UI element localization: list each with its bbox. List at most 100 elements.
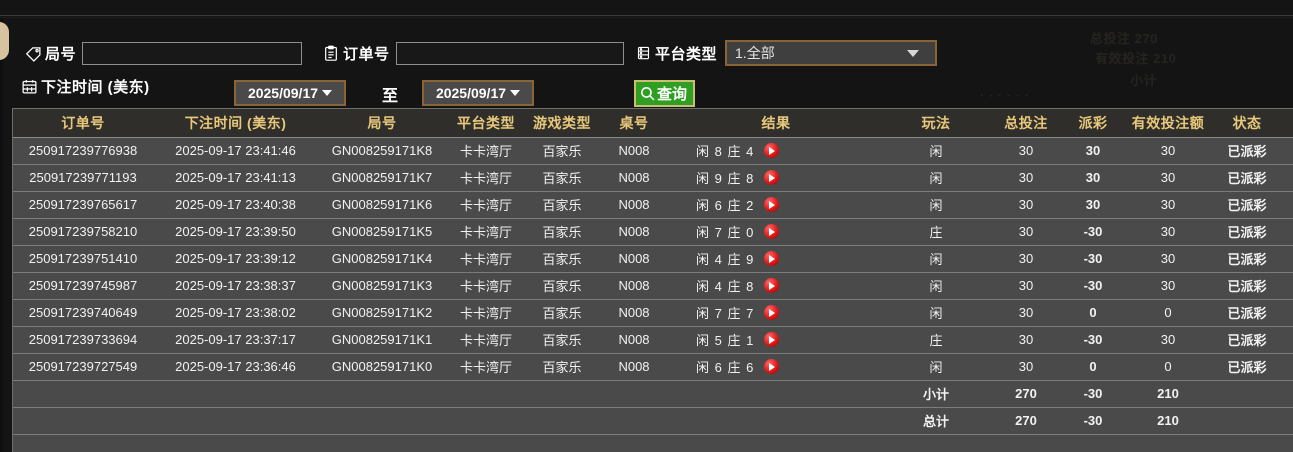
cell-round-no: GN008259171K4 <box>318 245 446 273</box>
query-button[interactable]: 查询 <box>634 80 696 107</box>
subtotal-row: 小计 270 -30 210 <box>13 380 1293 408</box>
cell-platform-type: 卡卡湾厅 <box>446 353 526 381</box>
cell-game-mode: - <box>1282 353 1293 381</box>
table-row[interactable]: 250917239745987 2025-09-17 23:38:37 GN0082… <box>13 272 1293 300</box>
cell-platform-type: 卡卡湾厅 <box>446 245 526 273</box>
subtotal-row-label: 小计 <box>882 380 990 408</box>
cell-game-mode: - <box>1282 164 1293 192</box>
cell-valid-bet: 30 <box>1124 245 1212 273</box>
cell-platform-type: 卡卡湾厅 <box>446 299 526 327</box>
col-valid-bet[interactable]: 有效投注额 <box>1124 109 1212 138</box>
cell-round-no: GN008259171K2 <box>318 299 446 327</box>
col-order-no[interactable]: 订单号 <box>13 109 153 138</box>
grandtotal-row-valid-bet: 210 <box>1124 407 1212 435</box>
col-bet-time[interactable]: 下注时间 (美东) <box>153 109 318 138</box>
platform-type-select[interactable]: 1.全部 <box>725 40 938 66</box>
cell-platform-type: 卡卡湾厅 <box>446 137 526 165</box>
cell-payout: 30 <box>1062 164 1124 192</box>
cell-payout: -30 <box>1062 245 1124 273</box>
cell-platform-type: 卡卡湾厅 <box>446 218 526 246</box>
cell-round-no: GN008259171K8 <box>318 137 446 165</box>
table-row[interactable]: 250917239765617 2025-09-17 23:40:38 GN0082… <box>13 191 1293 219</box>
play-replay-icon[interactable] <box>764 251 780 266</box>
cell-result: 闲 7 庄 7 <box>670 299 882 327</box>
table-header: 订单号 下注时间 (美东) 局号 平台类型 游戏类型 桌号 结果 玩法 总投注 … <box>13 109 1293 138</box>
clipboard-icon <box>322 45 340 63</box>
col-game-mode[interactable]: 游戏模 <box>1282 109 1293 138</box>
play-replay-icon[interactable] <box>764 224 780 239</box>
play-replay-icon[interactable] <box>764 197 780 212</box>
cell-play: 闲 <box>882 245 990 273</box>
cell-platform-type: 卡卡湾厅 <box>446 326 526 354</box>
table-row[interactable]: 250917239751410 2025-09-17 23:39:12 GN0082… <box>13 245 1293 273</box>
play-replay-icon[interactable] <box>764 278 780 293</box>
cell-round-no: GN008259171K3 <box>318 272 446 300</box>
bet-time-from-value: 2025/09/17 <box>247 85 319 101</box>
cell-payout: 30 <box>1062 137 1124 165</box>
cell-order-no: 250917239751410 <box>13 245 153 273</box>
cell-bet-time: 2025-09-17 23:36:46 <box>153 353 318 381</box>
cell-game-type: 百家乐 <box>526 218 598 246</box>
chevron-down-icon <box>322 90 333 96</box>
round-no-input[interactable] <box>82 42 303 65</box>
table-row[interactable]: 250917239733694 2025-09-17 23:37:17 GN0082… <box>13 326 1293 354</box>
table-row[interactable]: 250917239771193 2025-09-17 23:41:13 GN0082… <box>13 164 1293 192</box>
col-status[interactable]: 状态 <box>1212 109 1282 138</box>
cell-table-no: N008 <box>598 326 670 354</box>
filter-bet-time: 下注时间 (美东) <box>20 76 150 97</box>
bet-time-to-picker[interactable]: 2025/09/17 <box>422 80 534 106</box>
col-table-no[interactable]: 桌号 <box>598 109 670 138</box>
cell-game-type: 百家乐 <box>526 353 598 381</box>
sidebar-toggle-nub[interactable] <box>0 22 9 60</box>
status-badge: 已派彩 <box>1212 245 1282 273</box>
cell-total-bet: 30 <box>990 272 1062 300</box>
filter-platform-type: 平台类型 1.全部 <box>634 40 938 66</box>
play-replay-icon[interactable] <box>764 305 780 320</box>
col-payout[interactable]: 派彩 <box>1062 109 1124 138</box>
table-row[interactable]: 250917239776938 2025-09-17 23:41:46 GN0082… <box>13 137 1293 165</box>
play-replay-icon[interactable] <box>764 332 780 347</box>
col-play[interactable]: 玩法 <box>882 109 990 138</box>
list-icon <box>634 44 652 62</box>
col-game-type[interactable]: 游戏类型 <box>526 109 598 138</box>
col-total-bet[interactable]: 总投注 <box>990 109 1062 138</box>
grandtotal-row-label: 总计 <box>882 407 990 435</box>
cell-bet-time: 2025-09-17 23:40:38 <box>153 191 318 219</box>
result-text: 闲 8 庄 4 <box>696 144 755 159</box>
play-replay-icon[interactable] <box>764 359 780 374</box>
cell-game-mode: - <box>1282 191 1293 219</box>
search-icon <box>639 85 656 102</box>
cell-result: 闲 9 庄 8 <box>670 164 882 192</box>
col-result[interactable]: 结果 <box>670 109 882 138</box>
cell-game-mode: - <box>1282 326 1293 354</box>
table-header-row: 订单号 下注时间 (美东) 局号 平台类型 游戏类型 桌号 结果 玩法 总投注 … <box>13 109 1293 138</box>
status-badge: 已派彩 <box>1212 272 1282 300</box>
table-row[interactable]: 250917239727549 2025-09-17 23:36:46 GN0082… <box>13 353 1293 381</box>
bet-time-from-picker[interactable]: 2025/09/17 <box>234 80 346 106</box>
status-badge: 已派彩 <box>1212 137 1282 165</box>
cell-game-mode: - <box>1282 218 1293 246</box>
cell-valid-bet: 30 <box>1124 272 1212 300</box>
order-no-input[interactable] <box>395 42 624 65</box>
status-badge: 已派彩 <box>1212 326 1282 354</box>
top-divider-shadow <box>0 17 1293 18</box>
col-platform-type[interactable]: 平台类型 <box>446 109 526 138</box>
play-replay-icon[interactable] <box>764 143 780 158</box>
cell-order-no: 250917239771193 <box>13 164 153 192</box>
table-row[interactable]: 250917239758210 2025-09-17 23:39:50 GN0082… <box>13 218 1293 246</box>
cell-table-no: N008 <box>598 353 670 381</box>
cell-total-bet: 30 <box>990 299 1062 327</box>
cell-play: 庄 <box>882 218 990 246</box>
cell-play: 闲 <box>882 164 990 192</box>
cell-round-no: GN008259171K7 <box>318 164 446 192</box>
cell-order-no: 250917239727549 <box>13 353 153 381</box>
cell-game-mode: - <box>1282 272 1293 300</box>
cell-game-mode: - <box>1282 299 1293 327</box>
cell-game-mode: - <box>1282 245 1293 273</box>
status-badge: 已派彩 <box>1212 164 1282 192</box>
col-round-no[interactable]: 局号 <box>318 109 446 138</box>
cell-payout: 0 <box>1062 353 1124 381</box>
play-replay-icon[interactable] <box>764 170 780 185</box>
table-row[interactable]: 250917239740649 2025-09-17 23:38:02 GN0082… <box>13 299 1293 327</box>
status-badge: 已派彩 <box>1212 353 1282 381</box>
